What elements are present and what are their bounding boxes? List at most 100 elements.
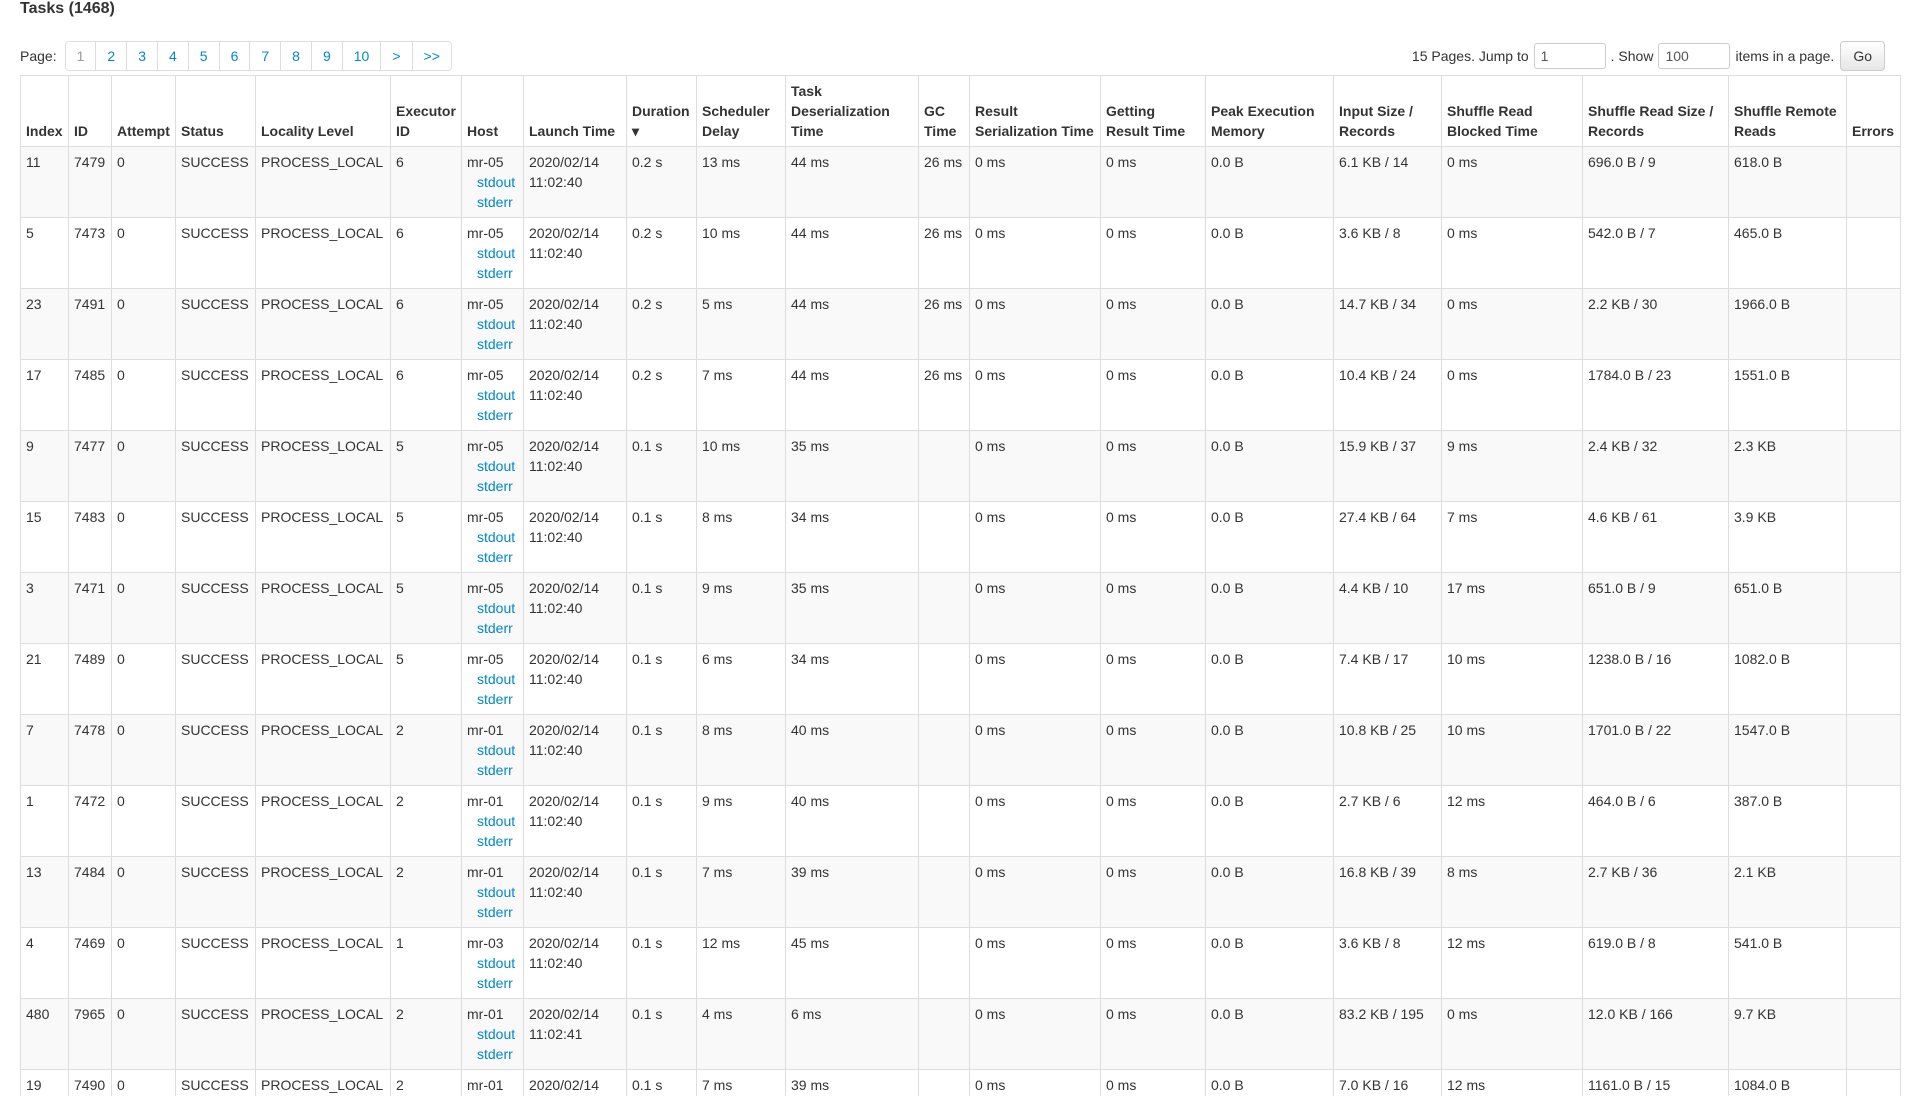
stdout-link[interactable]: stdout [477,671,516,687]
stderr-link[interactable]: stderr [477,1046,513,1062]
cell-executor: 1 [390,927,462,999]
log-links: stdout stderr [467,172,518,212]
cell-getting-result: 0 ms [1100,927,1206,999]
go-button[interactable]: Go [1840,41,1885,71]
stderr-link[interactable]: stderr [477,833,513,849]
stdout-link[interactable]: stdout [477,529,516,545]
stderr-link[interactable]: stderr [477,975,513,991]
column-header-getting-result-time[interactable]: Getting Result Time [1100,75,1206,147]
stderr-link[interactable]: stderr [477,265,513,281]
cell-peak-mem: 0.0 B [1205,927,1334,999]
column-header-errors[interactable]: Errors [1846,75,1901,147]
cell-shuffle-read: 1701.0 B / 22 [1582,714,1729,786]
cell-launch-time: 2020/02/14 11:02:41 [523,998,627,1070]
page-link[interactable]: >> [411,42,451,70]
column-header-id[interactable]: ID [68,75,112,147]
stderr-link[interactable]: stderr [477,336,513,352]
launch-clock-time: 11:02:41 [529,1026,583,1042]
cell-executor: 2 [390,998,462,1070]
stdout-link[interactable]: stdout [477,1026,516,1042]
page-link[interactable]: 1 [65,42,96,70]
cell-errors [1846,643,1901,715]
column-header-shuffle-remote-reads[interactable]: Shuffle Remote Reads [1728,75,1847,147]
page-label: Page: [20,48,57,64]
table-row: 3 7471 0 SUCCESS PROCESS_LOCAL 5 mr-05 stdout st… [20,572,1901,644]
cell-gc [918,430,970,502]
cell-deser: 40 ms [785,714,919,786]
column-header-scheduler-delay[interactable]: Scheduler Delay [696,75,786,147]
cell-duration: 0.2 s [626,146,697,218]
cell-peak-mem: 0.0 B [1205,501,1334,573]
cell-attempt: 0 [111,785,176,857]
cell-locality: PROCESS_LOCAL [255,359,391,431]
column-header-gc-time[interactable]: GC Time [918,75,970,147]
cell-attempt: 0 [111,856,176,928]
stdout-link[interactable]: stdout [477,245,516,261]
cell-result-ser: 0 ms [969,643,1101,715]
page-link[interactable]: 6 [218,42,250,70]
column-header-result-serialization-time[interactable]: Result Serialization Time [969,75,1101,147]
stdout-link[interactable]: stdout [477,813,516,829]
page-link[interactable]: 9 [310,42,342,70]
cell-host: mr-05 stdout stderr [461,359,524,431]
cell-result-ser: 0 ms [969,998,1101,1070]
stderr-link[interactable]: stderr [477,691,513,707]
column-header-status[interactable]: Status [175,75,256,147]
stdout-link[interactable]: stdout [477,955,516,971]
cell-peak-mem: 0.0 B [1205,856,1334,928]
stdout-link[interactable]: stdout [477,387,516,403]
table-row: 21 7489 0 SUCCESS PROCESS_LOCAL 5 mr-05 stdout s… [20,643,1901,715]
stderr-link[interactable]: stderr [477,194,513,210]
page-link[interactable]: 5 [187,42,219,70]
stdout-link[interactable]: stdout [477,174,516,190]
launch-clock-time: 11:02:40 [529,813,583,829]
cell-launch-time: 2020/02/14 11:02:40 [523,643,627,715]
column-header-peak-execution-memory[interactable]: Peak Execution Memory [1205,75,1334,147]
page-link[interactable]: 10 [341,42,381,70]
page-link[interactable]: 4 [156,42,188,70]
cell-gc [918,501,970,573]
column-header-attempt[interactable]: Attempt [111,75,176,147]
stdout-link[interactable]: stdout [477,458,516,474]
stderr-link[interactable]: stderr [477,478,513,494]
column-header-duration[interactable]: Duration ▾ [626,75,697,147]
column-header-index[interactable]: Index [20,75,69,147]
jump-to-page-input[interactable] [1533,43,1606,69]
page-size-input[interactable] [1658,43,1731,69]
cell-index: 3 [20,572,69,644]
cell-shuffle-read: 1161.0 B / 15 [1582,1069,1729,1096]
stdout-link[interactable]: stdout [477,884,516,900]
stderr-link[interactable]: stderr [477,904,513,920]
column-header-host[interactable]: Host [461,75,524,147]
cell-launch-time: 2020/02/14 11:02:40 [523,572,627,644]
cell-duration: 0.2 s [626,359,697,431]
stderr-link[interactable]: stderr [477,620,513,636]
stderr-link[interactable]: stderr [477,762,513,778]
stdout-link[interactable]: stdout [477,600,516,616]
page-link[interactable]: 7 [249,42,281,70]
cell-result-ser: 0 ms [969,217,1101,289]
page-link[interactable]: 8 [280,42,311,70]
page-link[interactable]: > [380,42,412,70]
column-header-shuffle-read-blocked-time[interactable]: Shuffle Read Blocked Time [1441,75,1583,147]
stdout-link[interactable]: stdout [477,742,516,758]
column-header-input-size-records[interactable]: Input Size / Records [1333,75,1442,147]
stderr-link[interactable]: stderr [477,407,513,423]
column-header-shuffle-read-size-records[interactable]: Shuffle Read Size / Records [1582,75,1729,147]
log-links: stdout stderr [467,953,518,993]
cell-peak-mem: 0.0 B [1205,430,1334,502]
page-link[interactable]: 2 [95,42,127,70]
column-header-executor-id[interactable]: Executor ID [390,75,462,147]
stdout-link[interactable]: stdout [477,316,516,332]
column-header-locality-level[interactable]: Locality Level [255,75,391,147]
cell-shuffle-blocked: 10 ms [1441,643,1583,715]
column-header-task-deserialization-time[interactable]: Task Deserialization Time [785,75,919,147]
page-link[interactable]: 3 [126,42,157,70]
stderr-link[interactable]: stderr [477,549,513,565]
cell-shuffle-remote: 1082.0 B [1728,643,1847,715]
cell-gc [918,643,970,715]
cell-status: SUCCESS [175,927,256,999]
host-name: mr-05 [467,296,504,312]
column-header-launch-time[interactable]: Launch Time [523,75,627,147]
